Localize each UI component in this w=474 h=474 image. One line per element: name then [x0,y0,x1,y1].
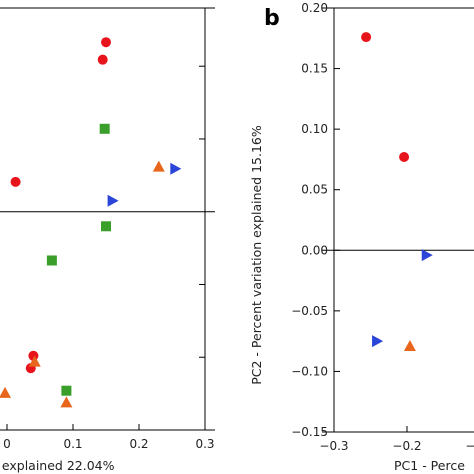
panel-b-red-circle-point [361,32,372,43]
panel-b-xtick-label: −0.3 [319,439,348,453]
panel-b-ytick-label: 0.10 [301,122,328,136]
panel-a-xlabel: n explained 22.04% [0,458,115,473]
panel-b-red-circle-point [399,152,410,163]
panel-a-green-square-point [46,255,57,266]
panel-a-xtick-label: 0.1 [63,437,82,451]
panel-b-ytick-label: 0.20 [301,1,328,15]
panel-b-ytick-label: 0.05 [301,183,328,197]
panel-a-green-square-point [101,221,111,232]
panel-b-ytick-label: 0.15 [301,62,328,76]
panel-b-letter: b [264,6,280,31]
panel-b-xtick-label: −0.1 [465,439,474,453]
panel-a-orange-triangle-up-point [152,160,165,172]
panel-a-xtick-label: 0 [3,437,11,451]
panel-b-ytick-label: 0.00 [301,243,328,257]
panel-a-orange-triangle-up-point [0,386,12,398]
panel-b-blue-triangle-right-point [421,249,433,262]
panel-b-ytick-label: −0.05 [291,304,328,318]
panel-b-ytick-label: −0.10 [291,364,328,378]
panel-b-xlabel: PC1 - Perce [394,458,465,473]
panel-a-orange-triangle-up-point [28,355,41,367]
panel-a-blue-triangle-right-point [170,162,182,175]
panel-a-blue-triangle-right-point [107,194,119,207]
panel-a-orange-triangle-up-point [60,396,73,408]
panel-a-red-circle-point [10,176,21,187]
panel-b-blue-triangle-right-point [372,335,384,348]
panel-b-orange-triangle-up-point [403,339,416,351]
panel-a-xtick-label: 0.2 [129,437,148,451]
panel-a-green-square-point [99,123,110,134]
panel-a-green-square-point [61,385,72,396]
panel-a-xtick-label: 0.3 [195,437,214,451]
panel-b-ylabel: PC2 - Percent variation explained 15.16% [249,125,264,385]
panel-b-ytick-label: −0.15 [291,425,328,439]
panel-a-red-circle-point [97,54,108,65]
panel-a-red-circle-point [101,37,111,48]
panel-b-xtick-label: −0.2 [392,439,421,453]
